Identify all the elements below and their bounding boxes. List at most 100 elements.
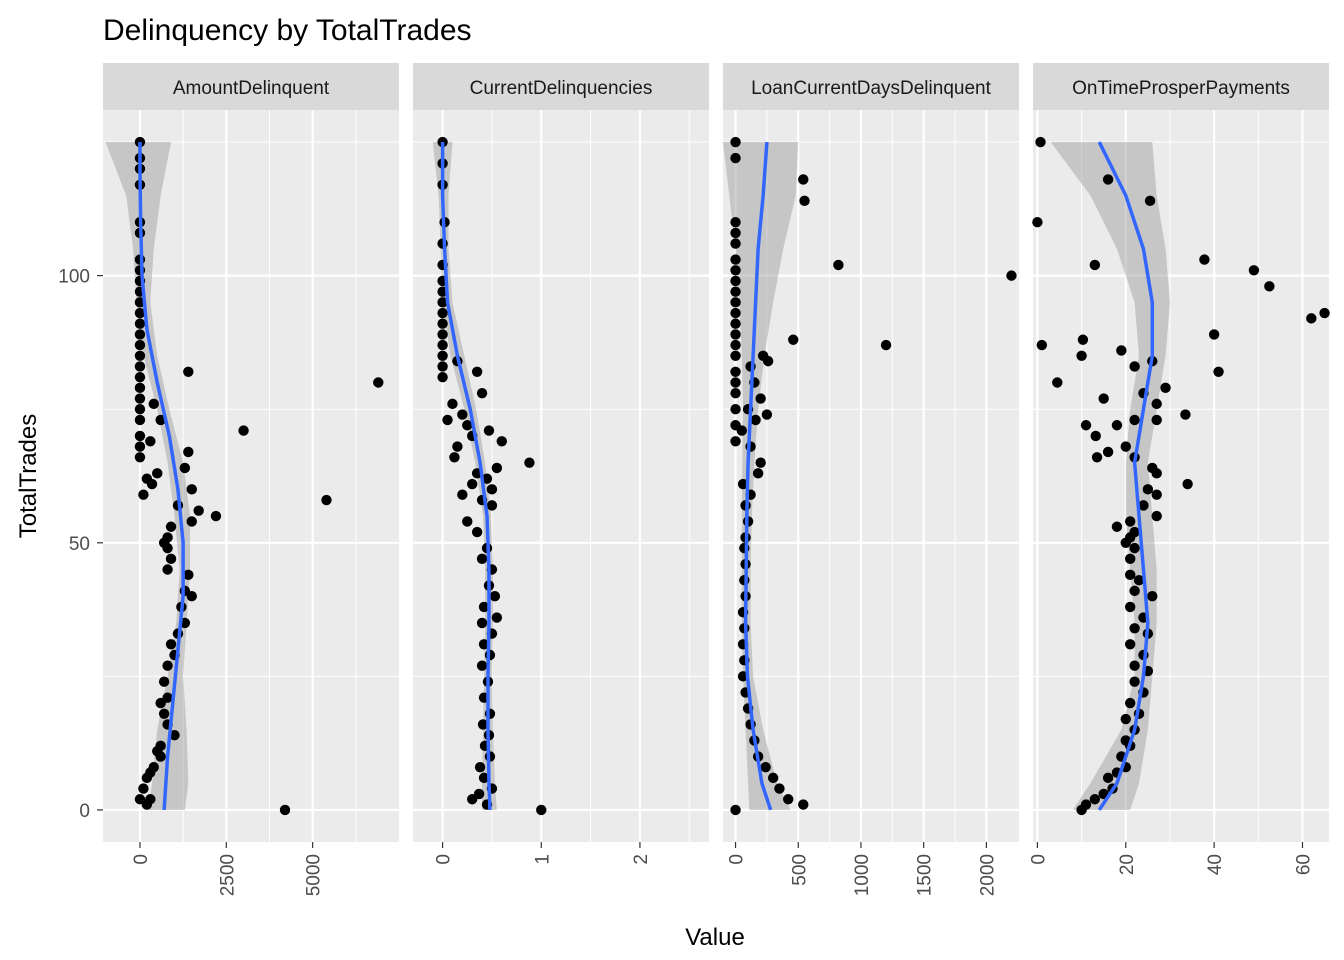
facet-strip-label: OnTimeProsperPayments <box>1072 78 1290 99</box>
data-point <box>762 355 774 367</box>
data-point <box>158 676 170 687</box>
data-point <box>736 425 748 436</box>
data-point <box>462 516 473 527</box>
data-point <box>767 772 779 784</box>
data-point <box>1111 420 1123 431</box>
data-point <box>730 227 741 239</box>
data-point <box>730 275 741 287</box>
data-point <box>1124 516 1136 527</box>
data-point <box>730 286 741 297</box>
data-point <box>536 804 547 816</box>
x-tick-label: 2000 <box>977 854 998 896</box>
data-point <box>145 436 156 447</box>
data-point <box>730 318 741 329</box>
data-point <box>134 361 146 372</box>
data-point <box>1129 542 1140 554</box>
data-point <box>1147 591 1158 602</box>
data-point <box>186 484 197 495</box>
data-point <box>489 591 501 602</box>
data-point <box>134 350 146 361</box>
smooth-trend-line <box>440 142 492 811</box>
data-point <box>449 452 460 463</box>
data-point <box>279 804 291 816</box>
data-point <box>447 398 458 410</box>
data-point <box>1208 329 1220 340</box>
data-point <box>798 174 809 185</box>
data-point <box>158 708 170 719</box>
y-tick-label: 0 <box>79 801 90 822</box>
data-point <box>1124 639 1136 650</box>
data-point <box>1144 195 1156 207</box>
x-axis-label: Value <box>685 924 745 951</box>
data-point <box>179 462 191 474</box>
smooth-trend-line <box>743 141 773 811</box>
facet-panel: CurrentDelinquencies 0 1 2 <box>413 63 709 865</box>
data-point <box>833 259 844 271</box>
data-point <box>1035 136 1046 148</box>
data-point <box>524 457 535 468</box>
data-point <box>186 591 197 602</box>
x-tick-label: 1000 <box>852 854 873 896</box>
data-point <box>1089 794 1101 805</box>
data-point <box>1151 489 1162 500</box>
data-point <box>442 414 453 426</box>
x-tick-label: 20 <box>1117 854 1138 875</box>
data-point <box>1089 259 1101 271</box>
x-tick-label: 5000 <box>304 854 325 896</box>
data-point <box>183 366 194 378</box>
x-tick-label: 2 <box>631 854 652 865</box>
data-point <box>730 804 741 816</box>
data-point <box>1124 601 1136 613</box>
confidence-ribbon <box>1050 142 1170 810</box>
data-point <box>730 152 741 164</box>
data-point <box>193 505 204 516</box>
data-point <box>134 307 146 319</box>
data-point <box>783 794 794 805</box>
facet-strip <box>1033 63 1329 110</box>
data-point <box>774 783 785 794</box>
data-point <box>457 409 468 420</box>
data-point <box>478 639 490 650</box>
facet-panel: AmountDelinquent 0 2500 5000 <box>103 63 399 896</box>
data-point <box>155 751 166 762</box>
data-point <box>1180 409 1191 420</box>
panel-background <box>723 110 1019 842</box>
data-point <box>491 462 503 474</box>
data-point <box>169 729 180 741</box>
data-point <box>730 387 741 399</box>
x-tick-label: 0 <box>131 854 152 865</box>
data-point <box>799 195 810 207</box>
data-point <box>474 761 486 773</box>
data-point <box>155 414 166 426</box>
y-tick-label: 100 <box>58 267 90 288</box>
data-point <box>162 542 173 554</box>
x-tick-label: 40 <box>1205 854 1226 875</box>
data-point <box>134 452 146 463</box>
data-point <box>1052 377 1063 388</box>
data-point <box>486 500 498 511</box>
data-point <box>437 339 448 351</box>
data-point <box>1120 441 1131 452</box>
data-point <box>730 339 741 351</box>
data-point <box>1129 660 1140 671</box>
data-point <box>1142 484 1154 495</box>
data-point <box>1151 414 1162 426</box>
data-point <box>134 414 146 426</box>
smooth-trend-line <box>138 142 185 811</box>
data-point <box>730 254 741 265</box>
data-point <box>1036 339 1048 351</box>
data-point <box>138 783 149 794</box>
data-point <box>471 366 483 378</box>
data-point <box>1133 574 1145 586</box>
data-point <box>1076 350 1087 361</box>
data-point <box>467 478 478 490</box>
panel-background <box>413 110 709 842</box>
facet-panel: OnTimeProsperPayments 0 20 40 60 <box>1028 63 1330 875</box>
data-point <box>210 510 222 522</box>
data-point <box>1124 569 1136 581</box>
facet-strip-label: LoanCurrentDaysDelinquent <box>751 78 991 99</box>
x-tick-label: 500 <box>789 854 810 886</box>
data-point <box>1129 623 1140 634</box>
facet-strip-label: AmountDelinquent <box>173 78 330 99</box>
y-axis-label: TotalTrades <box>15 414 42 539</box>
